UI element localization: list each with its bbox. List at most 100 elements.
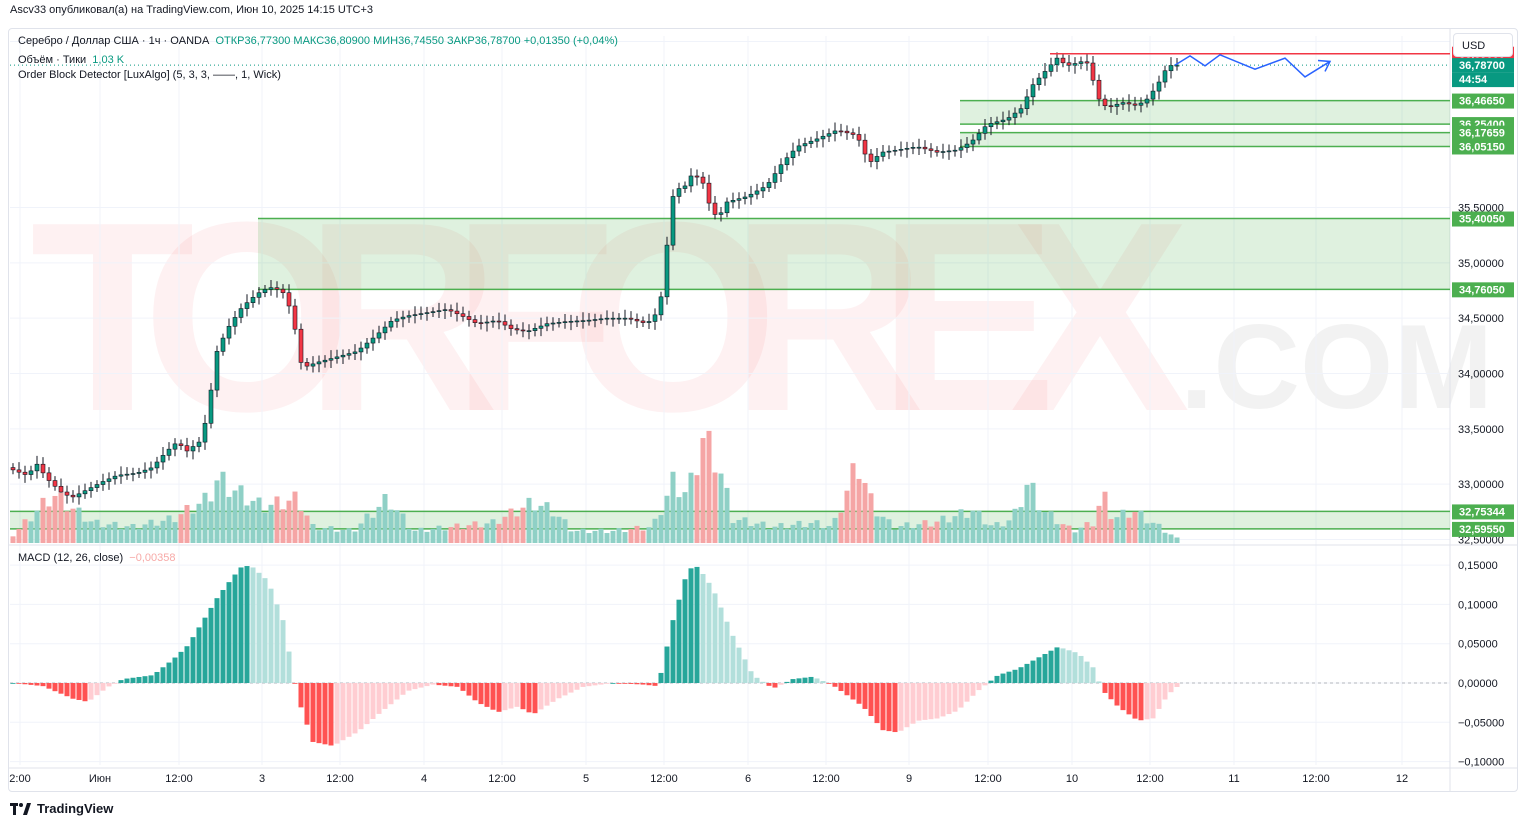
candle-body <box>724 201 730 214</box>
volume-bar <box>1036 510 1042 543</box>
candle-body <box>64 491 70 496</box>
macd-histogram-bar <box>514 683 520 707</box>
volume-bar <box>1048 511 1054 543</box>
time-axis-label: 12:00 <box>326 773 354 785</box>
volume-bar <box>616 528 622 543</box>
symbol-legend[interactable]: Серебро / Доллар США · 1ч · OANDA ОТКР36… <box>18 35 618 47</box>
volume-bar <box>250 500 256 543</box>
macd-histogram-bar <box>976 683 982 691</box>
volume-bar <box>520 507 526 543</box>
time-axis-label: 10 <box>1066 773 1078 785</box>
candle-body <box>334 356 340 359</box>
candle-body <box>490 320 496 323</box>
candle-body <box>178 443 184 446</box>
candle-body <box>838 130 844 133</box>
macd-histogram-bar <box>202 617 208 683</box>
macd-histogram-bar <box>1144 683 1150 720</box>
indicator-legend[interactable]: Order Block Detector [LuxAlgo] (5, 3, 3,… <box>18 69 281 81</box>
candle-body <box>592 319 598 321</box>
volume-bar <box>1168 534 1174 543</box>
volume-bar <box>136 528 142 543</box>
macd-histogram-bar <box>220 589 226 683</box>
volume-bar <box>448 527 454 543</box>
macd-histogram-bar <box>64 683 70 697</box>
publish-line: Ascv33 опубликовал(а) на TradingView.com… <box>10 4 374 16</box>
volume-bar <box>988 525 994 543</box>
volume-bar <box>46 506 52 543</box>
macd-histogram-bar <box>670 620 676 683</box>
projection-path <box>1174 53 1331 78</box>
candle-body <box>1048 64 1054 72</box>
volume-bar <box>226 496 232 543</box>
volume-bar <box>1120 509 1126 543</box>
macd-axis-tick: 0,00000 <box>1458 678 1498 690</box>
macd-histogram-bar <box>232 574 238 683</box>
candle-body <box>928 148 934 151</box>
candle-body <box>208 389 214 424</box>
macd-histogram-bar <box>1150 683 1156 719</box>
candle-body <box>484 321 490 324</box>
tradingview-brand[interactable]: TradingView <box>10 801 113 816</box>
candle-body <box>22 471 28 475</box>
macd-histogram-bar <box>868 683 874 717</box>
macd-histogram-bar <box>460 683 466 691</box>
volume-bar <box>160 520 166 543</box>
volume-bar <box>370 517 376 543</box>
macd-histogram-bar <box>1126 683 1132 715</box>
candle-body <box>574 320 580 323</box>
watermark-suffix: .COM <box>1180 300 1493 434</box>
volume-legend[interactable]: Объём · Тики 1,03 K <box>18 54 124 66</box>
candle-body <box>940 151 946 153</box>
macd-histogram-bar <box>736 647 742 683</box>
macd-histogram-bar <box>910 683 916 724</box>
macd-histogram-bar <box>448 683 454 687</box>
candle-body <box>370 337 376 344</box>
volume-bar <box>430 528 436 543</box>
tradingview-logo-icon <box>10 802 31 815</box>
volume-bar <box>976 510 982 543</box>
candle-body <box>340 354 346 358</box>
volume-bar <box>406 528 412 543</box>
volume-bar <box>424 531 430 543</box>
macd-legend[interactable]: MACD (12, 26, close) −0,00358 <box>18 552 175 564</box>
candle-body <box>1000 119 1006 123</box>
volume-bar <box>754 523 760 543</box>
candle-body <box>412 314 418 316</box>
macd-histogram-bar <box>484 683 490 707</box>
volume-bar <box>688 472 694 543</box>
volume-bar <box>592 530 598 543</box>
candle-body <box>1030 84 1036 98</box>
candle-body <box>268 287 274 290</box>
volume-bar <box>970 510 976 543</box>
candle-body <box>580 320 586 322</box>
volume-bar <box>796 520 802 543</box>
macd-histogram-bar <box>454 683 460 687</box>
order-block-zone <box>258 218 1450 290</box>
price-axis-tick: 32,50000 <box>1458 534 1504 546</box>
macd-axis-tick: −0,10000 <box>1458 757 1504 769</box>
candle-body <box>364 342 370 349</box>
volume-bar <box>766 529 772 543</box>
candle-body <box>676 188 682 197</box>
macd-histogram-bar <box>994 675 1000 683</box>
candle-body <box>190 446 196 452</box>
candle-body <box>244 302 250 309</box>
volume-bar <box>58 492 64 543</box>
volume-bar <box>778 523 784 543</box>
volume-bar <box>460 528 466 543</box>
macd-histogram-bar <box>526 683 532 713</box>
price-label-box <box>1452 58 1514 73</box>
candle-body <box>40 463 46 474</box>
volume-bar <box>856 478 862 543</box>
macd-histogram-bar <box>286 651 292 683</box>
macd-histogram-bar <box>538 683 544 710</box>
macd-histogram-bar <box>280 620 286 683</box>
candle-body <box>880 151 886 157</box>
candle-body <box>916 146 922 149</box>
candle-body <box>1114 103 1120 107</box>
macd-histogram-bar <box>622 683 628 684</box>
currency-button[interactable]: USD <box>1453 33 1513 57</box>
volume-bar <box>190 513 196 543</box>
macd-histogram-bar <box>742 659 748 683</box>
